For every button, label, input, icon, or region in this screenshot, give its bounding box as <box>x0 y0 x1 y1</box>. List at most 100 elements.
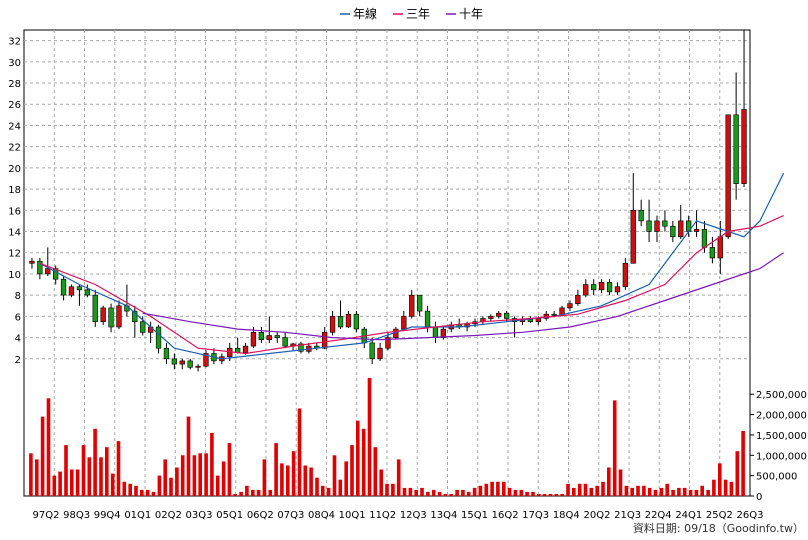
volume-bar <box>671 489 675 496</box>
x-tick-label: 11Q2 <box>369 510 396 521</box>
price-tick-label: 14 <box>8 228 21 239</box>
volume-bar <box>256 489 261 496</box>
price-tick-label: 4 <box>15 334 21 345</box>
candle <box>68 284 75 298</box>
x-tick-label: 99Q4 <box>94 510 121 521</box>
volume-bar <box>507 487 512 496</box>
candle-body <box>488 316 494 319</box>
volume-bar <box>490 481 494 496</box>
volume-bar <box>659 487 664 496</box>
candle-body <box>709 247 715 259</box>
volume-series <box>29 378 745 496</box>
candle <box>92 289 98 327</box>
price-tick-label: 22 <box>8 143 21 154</box>
volume-bar <box>443 494 448 496</box>
candle-body <box>432 326 439 338</box>
candle <box>203 350 209 368</box>
volume-bar <box>391 483 395 496</box>
candle-body <box>496 312 502 317</box>
source-note: 資料日期: 09/18（Goodinfo.tw） <box>633 521 804 535</box>
x-tick-label: 22Q4 <box>645 510 672 521</box>
volume-bar <box>198 453 202 496</box>
candle-body <box>45 268 51 275</box>
volume-bar <box>566 483 570 496</box>
volume-bar <box>58 471 62 496</box>
volume-bar <box>145 489 150 496</box>
volume-bar <box>607 467 611 496</box>
candle <box>369 337 375 365</box>
x-tick-label: 02Q2 <box>155 510 182 521</box>
candle-body <box>440 328 446 338</box>
volume-tick-label: 1,000,000 <box>756 451 807 462</box>
volume-bar <box>502 481 506 496</box>
volume-bar <box>589 487 594 496</box>
volume-bar <box>233 494 237 496</box>
candle-body <box>662 220 668 227</box>
candle-body <box>424 310 431 328</box>
candle <box>377 342 383 361</box>
volume-bar <box>297 408 302 496</box>
x-tick-label: 12Q3 <box>400 510 427 521</box>
candle <box>171 353 177 370</box>
volume-bar <box>332 455 337 496</box>
candle <box>583 279 589 298</box>
candle <box>298 341 304 354</box>
volume-bar <box>52 475 57 496</box>
volume-bar <box>99 457 103 496</box>
candle <box>662 210 668 232</box>
legend: 年線 三年 十年 <box>340 6 483 21</box>
candle-body <box>733 114 739 185</box>
x-tick-label: 25Q2 <box>706 510 733 521</box>
volume-bar <box>431 489 436 496</box>
legend-label: 三年 <box>406 7 430 21</box>
volume-bar <box>379 469 383 496</box>
candle <box>337 300 344 330</box>
candle <box>590 279 597 296</box>
volume-bar <box>274 443 278 496</box>
volume-tick-label: 500,000 <box>756 472 797 483</box>
volume-bar <box>40 416 45 496</box>
volume-bar <box>677 487 681 496</box>
x-tick-label: 97Q2 <box>33 510 60 521</box>
candle-body <box>693 229 700 232</box>
volume-bar <box>361 428 366 496</box>
volume-bar <box>134 485 138 496</box>
volume-bar <box>472 487 477 496</box>
price-tick-label: 12 <box>8 249 21 260</box>
x-tick-label: 16Q2 <box>492 510 519 521</box>
volume-bar <box>344 461 348 496</box>
volume-bar <box>204 453 208 496</box>
volume-bar <box>583 483 588 496</box>
volume-bar <box>70 469 74 496</box>
volume-bar <box>286 465 290 496</box>
candle <box>37 258 43 280</box>
candle-body <box>377 347 383 360</box>
volume-bar <box>461 489 465 496</box>
candle-body <box>614 286 621 293</box>
volume-bar <box>706 489 710 496</box>
volume-bar <box>326 487 331 496</box>
volume-bar <box>688 489 693 496</box>
candle-body <box>385 337 391 349</box>
x-tick-label: 01Q1 <box>124 510 151 521</box>
x-tick-label: 26Q3 <box>737 510 764 521</box>
candle-body <box>179 360 185 365</box>
ma-line-三年 <box>39 215 784 355</box>
volume-bar <box>338 479 343 496</box>
volume-bar <box>186 416 191 496</box>
candle-body <box>535 318 541 323</box>
candle-body <box>68 286 75 296</box>
candle <box>606 279 613 296</box>
volume-bar <box>180 455 185 496</box>
candle <box>155 324 162 354</box>
volume-bar <box>478 485 483 496</box>
candle <box>100 305 106 325</box>
candle-body <box>416 294 423 312</box>
candle <box>116 300 122 330</box>
candle-body <box>567 303 573 309</box>
volume-bar <box>262 459 267 496</box>
volume-bar <box>466 491 471 496</box>
volume-bar <box>93 428 97 496</box>
candle-body <box>701 229 708 248</box>
